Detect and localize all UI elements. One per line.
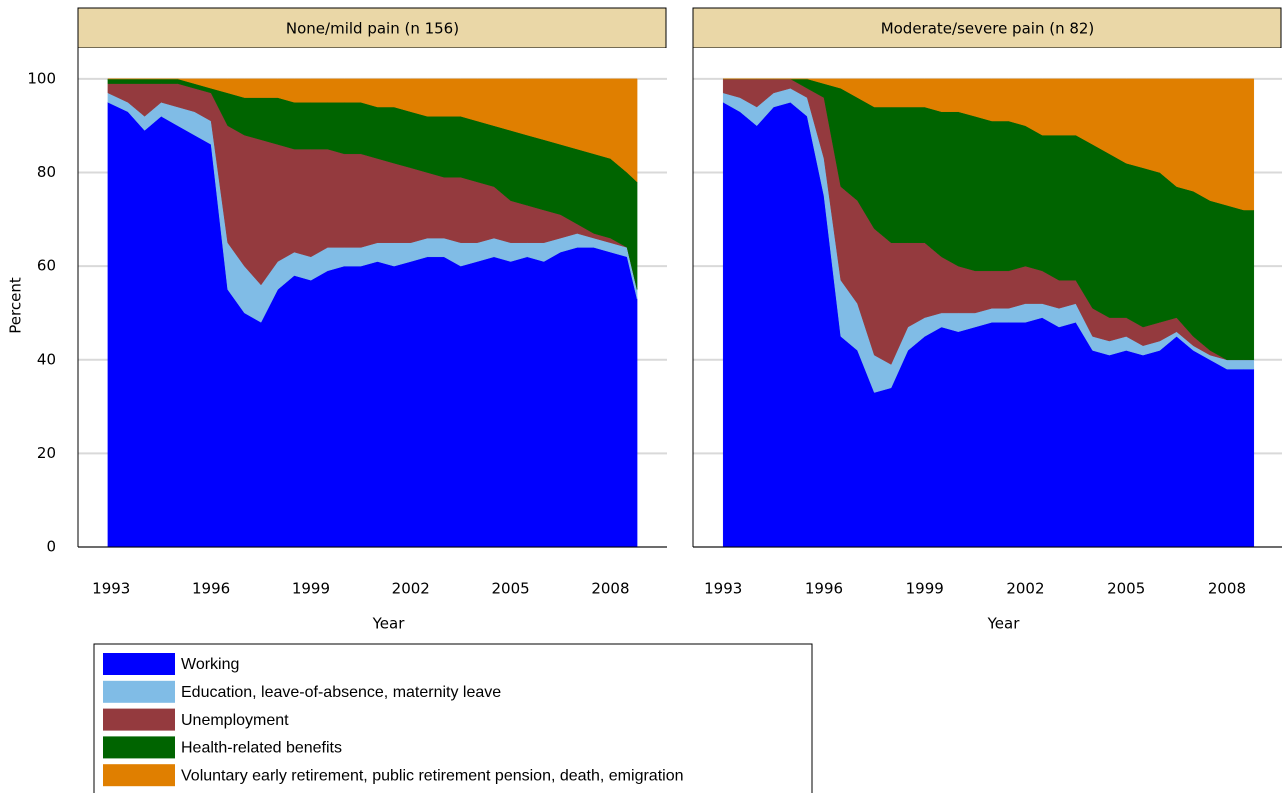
legend-swatch <box>103 708 175 731</box>
x-tick-label: 1996 <box>192 580 230 598</box>
y-tick-label: 40 <box>37 350 56 368</box>
panel-header <box>77 7 667 49</box>
x-tick-label: 1999 <box>906 580 944 598</box>
x-axis-label: Year <box>987 615 1021 633</box>
area-segment <box>107 78 638 183</box>
legend-label: Health-related benefits <box>181 740 342 757</box>
y-tick-label: 80 <box>37 163 56 181</box>
legend-label: Working <box>181 656 239 673</box>
x-axis-label: Year <box>372 615 406 633</box>
y-tick-label: 100 <box>27 69 56 87</box>
panel-title: None/mild pain (n 156) <box>286 20 459 38</box>
x-tick-label: 1993 <box>92 580 130 598</box>
x-tick-label: 2002 <box>392 580 430 598</box>
legend-swatch <box>103 764 175 787</box>
legend-label: Education, leave-of-absence, maternity l… <box>181 684 501 701</box>
y-tick-label: 60 <box>37 257 56 275</box>
legend-label: Voluntary early retirement, public retir… <box>181 767 683 784</box>
legend-swatch <box>103 736 175 759</box>
y-tick-label: 20 <box>37 444 56 462</box>
x-tick-label: 1996 <box>805 580 843 598</box>
x-tick-label: 1999 <box>292 580 330 598</box>
x-tick-label: 2008 <box>1208 580 1246 598</box>
y-axis-label: Percent <box>7 277 25 334</box>
panel-header <box>692 7 1282 49</box>
panel-title: Moderate/severe pain (n 82) <box>881 20 1095 38</box>
x-tick-label: 1993 <box>704 580 742 598</box>
legend-swatch <box>103 653 175 675</box>
x-tick-label: 2005 <box>1107 580 1145 598</box>
x-tick-label: 2005 <box>492 580 530 598</box>
legend-swatch <box>103 680 175 703</box>
x-tick-label: 2008 <box>591 580 629 598</box>
area-segment <box>723 78 1255 211</box>
legend-label: Unemployment <box>181 712 289 729</box>
y-tick-label: 0 <box>46 538 56 556</box>
legend-box <box>93 643 813 793</box>
x-tick-label: 2002 <box>1006 580 1044 598</box>
